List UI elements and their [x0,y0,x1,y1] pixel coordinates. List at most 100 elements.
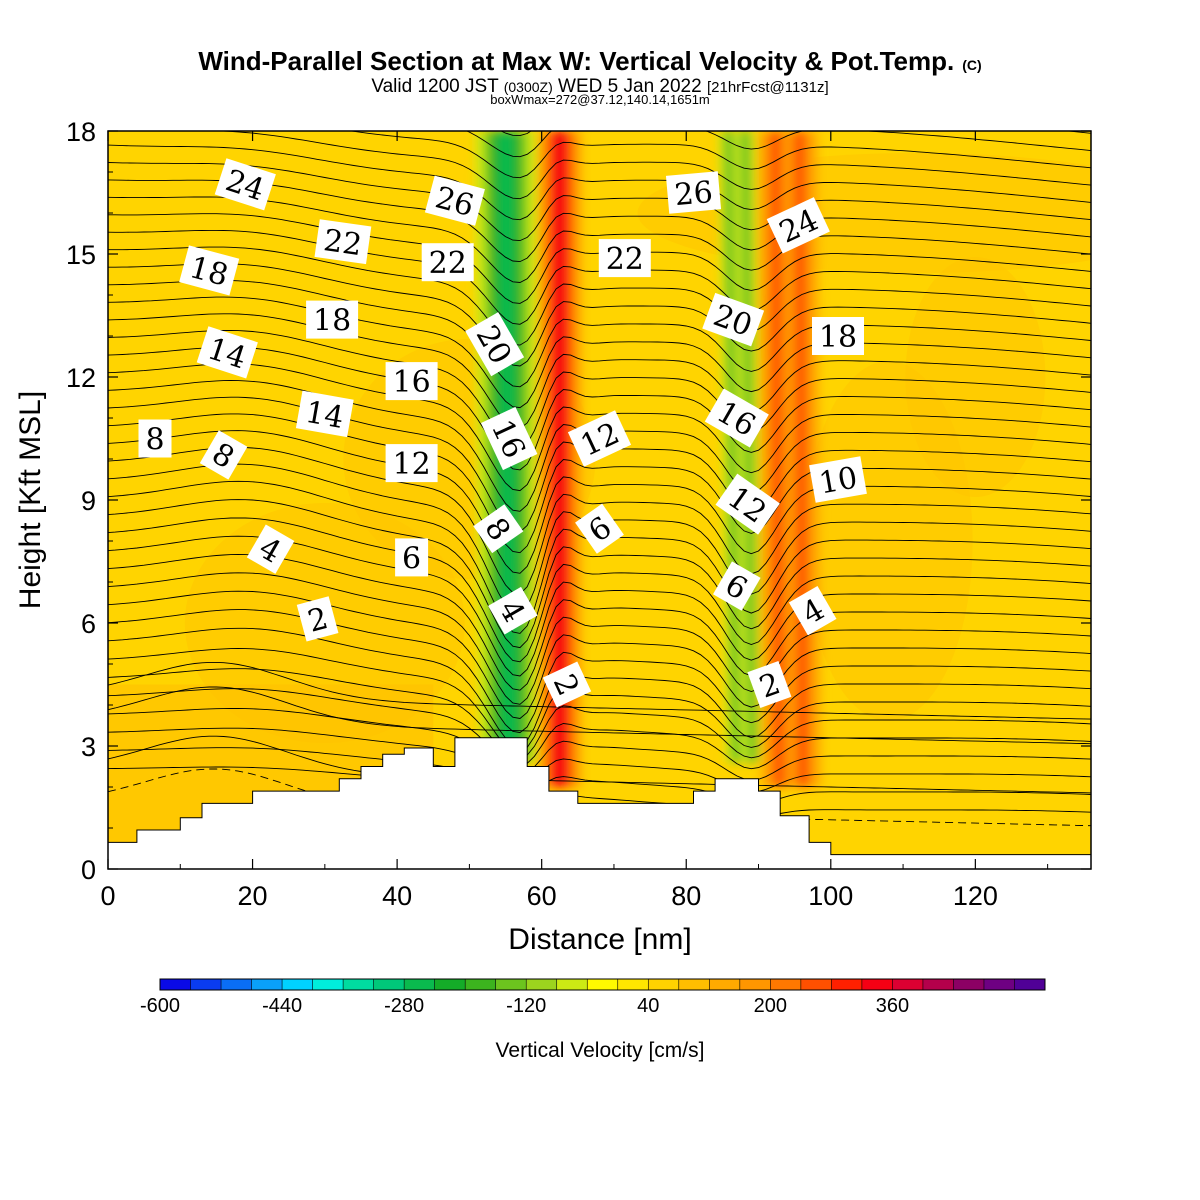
contour-label-text: 14 [303,395,347,436]
colorbar-swatch [983,979,1015,990]
theta-contour [108,430,1091,574]
x-tick-label: 120 [953,881,998,911]
contour-label: 6 [713,561,761,611]
theta-contour [108,708,1091,781]
shading-patch [905,257,1046,497]
theta-contour [108,727,1091,793]
colorbar-swatch [221,979,252,990]
contour-label: 12 [385,444,438,483]
colorbar-swatch [160,979,191,990]
y-tick-label: 18 [66,117,96,147]
colorbar-swatch [526,979,558,990]
colorbar-swatch [831,979,863,990]
colorbar-swatch [648,979,680,990]
contour-label-text: 22 [429,246,467,281]
theta-contour [108,363,1091,492]
colorbar-swatch [465,979,496,990]
colorbar-swatch [312,979,344,990]
theta-contour [108,572,1091,705]
colorbar-swatch [892,979,924,990]
contour-label: 2 [542,661,592,708]
theta-contour [348,131,1091,179]
colorbar-tick-label: -120 [506,995,546,1017]
y-tick-label: 0 [81,855,96,885]
colorbar-swatch [190,979,222,990]
contour-label: 20 [702,292,765,347]
theta-contours [108,131,1091,827]
colorbar-swatch [495,979,527,990]
x-axis-label: Distance [nm] [508,923,691,956]
colorbar-swatch [343,979,374,990]
theta-contour [108,313,1091,429]
theta-contour [108,609,1091,734]
x-tick-label: 40 [382,881,412,911]
colorbar-swatch [617,979,649,990]
contour-label-text: 10 [816,460,860,501]
theta-contour [108,263,1091,367]
contour-label-text: 16 [393,365,431,400]
contour-label: 10 [809,456,867,503]
y-tick-label: 15 [66,240,96,270]
y-tick-label: 6 [81,609,96,639]
y-tick-label: 12 [66,363,96,393]
theta-contour [108,517,1091,663]
contour-label: 16 [385,362,438,401]
theta-contour [108,296,1091,409]
x-tick-label: 60 [527,881,557,911]
colorbar-swatch [953,979,985,990]
colorbar-tick-label: -600 [140,995,180,1017]
x-tick-label: 80 [671,881,701,911]
contour-label: 2 [296,596,339,642]
theta-contour [108,499,1091,649]
contour-label: 4 [246,524,295,574]
contour-label-text: 26 [673,175,714,213]
contour-label-text: 8 [145,423,164,458]
y-tick-label: 3 [81,732,96,762]
y-tick-label: 9 [81,486,96,516]
contour-label: 18 [179,245,240,296]
colorbar-tick-label: 360 [876,995,909,1017]
chart-box-info: boxWmax=272@37.12,140.14,1651m [490,92,710,107]
colorbar-swatch [770,979,802,990]
theta-contour [108,346,1091,471]
colorbar-swatch [678,979,710,990]
contour-label: 26 [665,171,722,214]
contour-label: 18 [306,300,359,339]
colorbar-swatch [861,979,893,990]
colorbar-swatch [709,979,741,990]
chart-subtitle: Valid 1200 JST (0300Z) WED 5 Jan 2022 [2… [371,76,828,97]
colorbar-tick-label: -440 [262,995,302,1017]
contour-label: 4 [788,585,837,636]
colorbar-tick-label: 200 [754,995,787,1017]
colorbar-swatch [587,979,619,990]
contour-label-text: 6 [402,541,421,576]
colorbar-frame [159,978,1046,991]
colorbar-tick-label: 40 [637,995,659,1017]
y-axis-label: Height [Kft MSL] [14,391,47,609]
colorbar-swatch [373,979,405,990]
theta-contour [108,686,1091,745]
contour-label: 18 [812,317,864,355]
contour-label: 4 [488,586,538,635]
theta-contour [108,661,1091,720]
colorbar-tick-label: -280 [384,995,424,1017]
terrain-profile [108,737,1091,869]
axes: 0 20 40 60 80 100 120 0 3 6 9 12 15 18 [66,117,1091,911]
theta-contour [108,162,1091,242]
contour-label-text: 18 [313,304,351,339]
theta-contour [108,735,1091,794]
contour-label: 26 [424,175,485,226]
contour-label-text: 22 [606,242,644,277]
contour-label: 8 [199,430,248,480]
theta-contour [108,590,1091,719]
colorbar-title: Vertical Velocity [cm/s] [496,1039,705,1062]
contour-label: 8 [138,419,172,458]
colorbar-swatch [1014,979,1046,990]
colorbar: -600 -440 -280 -120 40 200 360 [140,978,1046,1017]
contour-label-text: 22 [321,223,364,263]
contour-label: 24 [766,197,830,254]
x-tick-label: 0 [100,881,115,911]
contour-label: 6 [395,538,429,577]
colorbar-swatch [922,979,954,990]
